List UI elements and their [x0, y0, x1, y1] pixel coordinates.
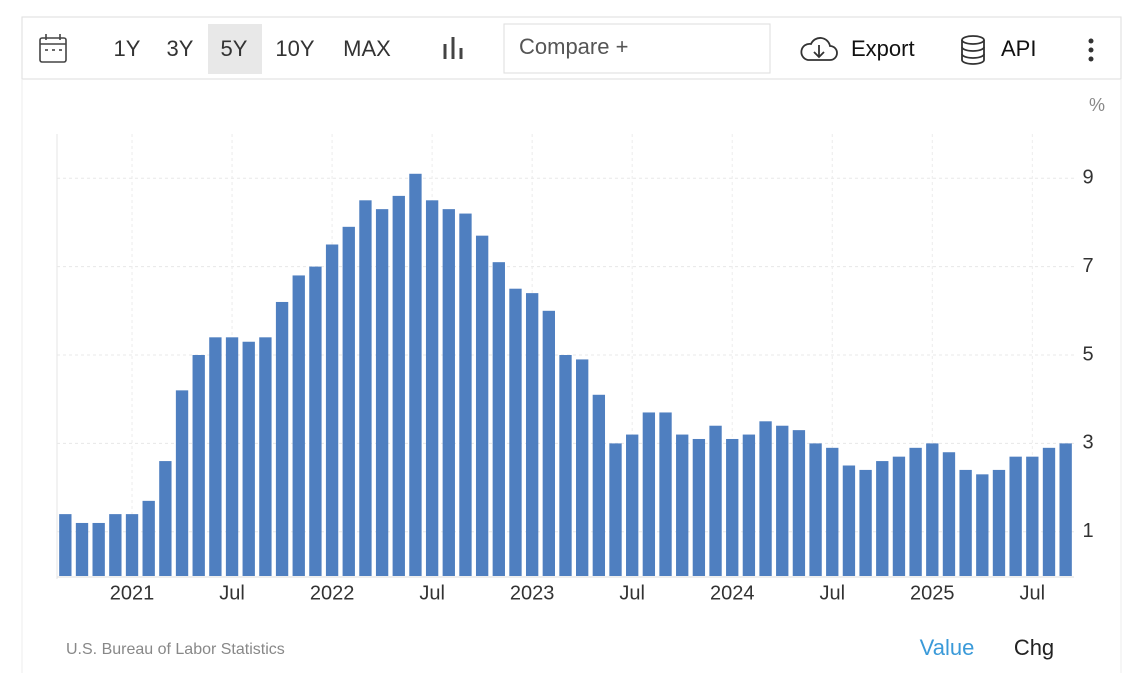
bar — [525, 293, 539, 576]
bar — [292, 275, 305, 576]
bar — [642, 412, 656, 576]
bar — [509, 288, 522, 576]
bar — [876, 461, 889, 576]
bar — [1009, 456, 1022, 576]
bar — [475, 235, 489, 576]
bar — [175, 390, 189, 576]
bar — [959, 469, 972, 576]
source: U.S. Bureau of Labor Statistics — [66, 641, 285, 658]
bar — [776, 425, 789, 576]
bar — [1059, 443, 1072, 576]
compare-button[interactable]: Compare + — [519, 34, 628, 59]
bar — [659, 412, 672, 576]
bar — [542, 310, 555, 576]
calendar-icon[interactable] — [39, 34, 67, 63]
bar — [92, 522, 105, 576]
y-tick-label: 1 — [1082, 520, 1093, 542]
bar — [442, 209, 455, 576]
x-tick-label: Jul — [819, 582, 845, 604]
bar — [492, 262, 505, 576]
bar — [792, 430, 806, 576]
bar — [359, 200, 372, 577]
bar — [159, 461, 172, 576]
y-tick-label: 9 — [1082, 166, 1093, 188]
api-button[interactable]: API — [1001, 36, 1036, 61]
bar — [392, 195, 405, 576]
x-tick-label: 2022 — [310, 582, 355, 604]
bar — [225, 337, 239, 576]
y-tick-label: 5 — [1082, 343, 1093, 365]
range-button[interactable]: 10Y — [275, 36, 314, 61]
x-tick-label: Jul — [1020, 582, 1046, 604]
chg-tab[interactable]: Chg — [1014, 635, 1054, 660]
bar — [726, 438, 739, 576]
export-button[interactable]: Export — [851, 36, 915, 61]
bar — [976, 474, 989, 576]
range-button[interactable]: 3Y — [167, 36, 194, 61]
bar — [309, 266, 322, 576]
range-button[interactable]: 5Y — [221, 36, 248, 61]
bar — [609, 443, 622, 576]
bar — [1042, 447, 1056, 576]
x-tick-label: 2021 — [110, 582, 155, 604]
bar — [192, 355, 205, 576]
bar — [275, 301, 289, 576]
bar — [692, 438, 706, 576]
x-tick-label: Jul — [219, 582, 245, 604]
bar — [992, 469, 1006, 576]
x-tick-label: Jul — [619, 582, 645, 604]
bar — [1026, 456, 1039, 576]
bar — [125, 514, 139, 576]
active-range-bg — [208, 24, 262, 74]
menu-icon[interactable] — [1088, 38, 1094, 62]
bar — [59, 514, 72, 576]
bar — [409, 173, 422, 576]
bar — [826, 447, 839, 576]
x-tick-label: Jul — [419, 582, 445, 604]
x-tick-label: 2024 — [710, 582, 755, 604]
y-tick-label: 3 — [1082, 432, 1093, 454]
bar — [342, 226, 355, 576]
bar — [209, 337, 222, 576]
x-tick-label: 2025 — [910, 582, 955, 604]
chart-type-icon[interactable] — [443, 37, 463, 59]
bar — [592, 394, 606, 576]
y-tick-label: 7 — [1082, 255, 1093, 277]
bar — [709, 425, 722, 576]
compare-box[interactable] — [503, 23, 771, 74]
bar — [559, 355, 572, 576]
value-tab[interactable]: Value — [920, 635, 975, 660]
range-button[interactable]: 1Y — [114, 36, 141, 61]
bar — [242, 341, 255, 576]
x-tick-label: 2023 — [510, 582, 555, 604]
bar — [892, 456, 906, 576]
bar — [142, 500, 155, 576]
bar — [842, 465, 856, 576]
bar — [926, 443, 939, 576]
bar — [942, 452, 956, 576]
bar — [676, 434, 689, 576]
bar — [759, 421, 772, 576]
export-icon[interactable] — [800, 37, 838, 61]
bar — [259, 337, 272, 576]
bar — [576, 359, 589, 576]
bar — [742, 434, 756, 576]
y-unit: % — [1089, 95, 1105, 115]
bar — [325, 244, 339, 576]
bar — [859, 469, 872, 576]
api-icon[interactable] — [961, 35, 985, 65]
bar — [809, 443, 822, 576]
bar — [425, 200, 439, 577]
bar — [909, 447, 922, 576]
bar — [626, 434, 639, 576]
range-button[interactable]: MAX — [343, 36, 391, 61]
bar — [109, 514, 122, 576]
bar — [375, 209, 389, 576]
bar — [75, 522, 89, 576]
bar — [459, 213, 472, 576]
